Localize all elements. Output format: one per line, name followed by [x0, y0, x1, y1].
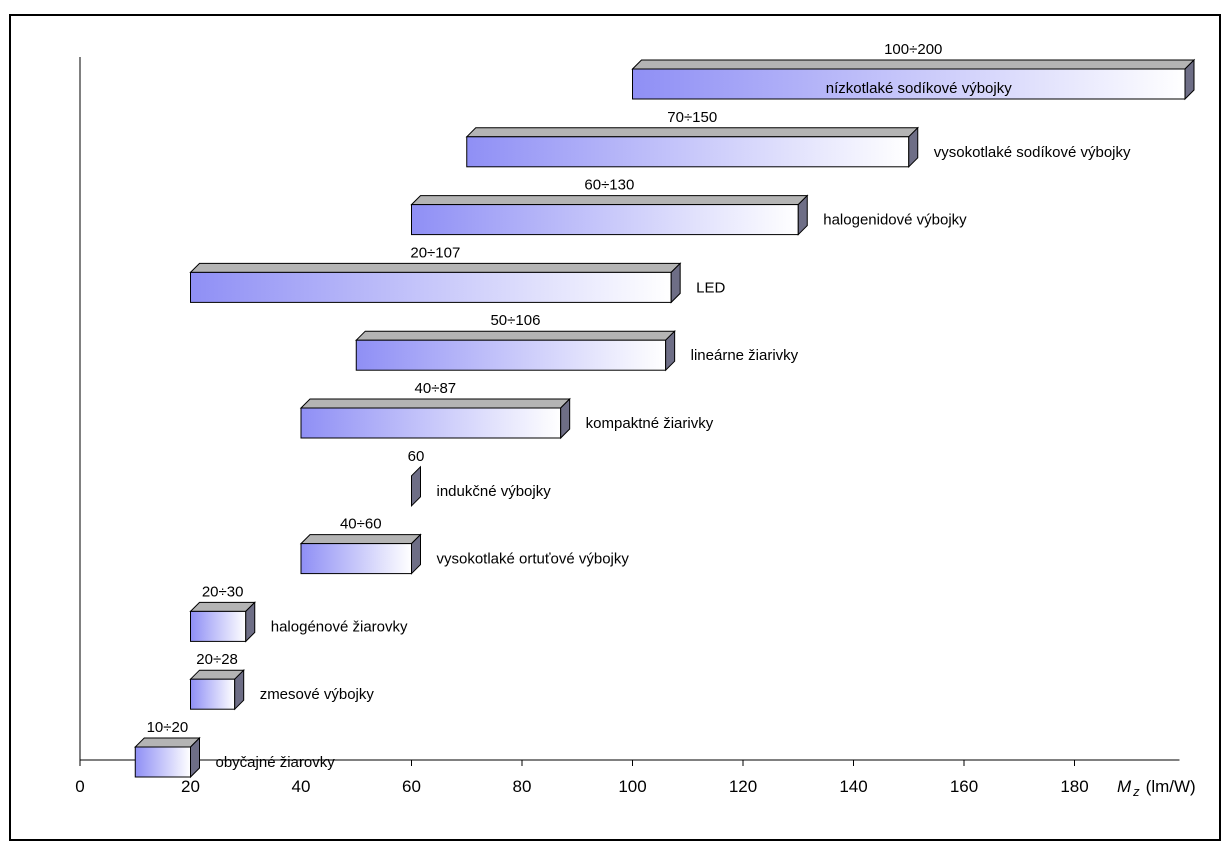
bar-range-label: 100÷200 — [884, 41, 942, 58]
bar-top-face — [631, 59, 1196, 70]
bar-front-face — [190, 610, 247, 642]
bar-front-face — [466, 136, 910, 168]
bar-category-label: halogenidové výbojky — [823, 212, 967, 229]
bar-range-label: 40÷60 — [340, 516, 382, 533]
bar: 50÷106 lineárne žiarivky — [355, 312, 799, 372]
bar: 40÷87 kompaktné žiarivky — [299, 380, 714, 440]
bar-side-face — [1184, 58, 1195, 101]
bar-top-face — [189, 262, 682, 273]
bar-front-face — [355, 339, 667, 371]
bar: 20÷30 halogénové žiarovky — [189, 583, 408, 643]
x-tick-label: 160 — [950, 777, 978, 796]
bar: 100÷200 nízkotlaké sodíkové výbojky — [631, 41, 1196, 101]
bar-side-face — [245, 601, 256, 643]
bar-top-face — [299, 398, 571, 409]
bar: 60 indukčné výbojky — [408, 448, 552, 508]
bar-front-face — [134, 746, 191, 778]
bar-top-face — [355, 330, 676, 341]
bar-side-face — [908, 126, 919, 169]
x-tick-label: 0 — [75, 777, 84, 796]
bar-category-label: zmesové výbojky — [260, 686, 375, 703]
bar-range-label: 60 — [408, 448, 425, 465]
bar-side-face — [670, 262, 681, 304]
bar-top-face — [299, 534, 422, 545]
x-tick-label: 40 — [292, 777, 311, 796]
bar-range-label: 40÷87 — [415, 380, 457, 397]
bar-category-label: indukčné výbojky — [437, 483, 552, 500]
x-tick-label: 60 — [402, 777, 421, 796]
x-tick-label: 20 — [181, 777, 200, 796]
bar: 10÷20 obyčajné žiarovky — [134, 719, 336, 779]
bar-front-face — [632, 68, 1186, 100]
bar-top-face — [134, 737, 201, 748]
bar-side-face — [560, 397, 571, 440]
bar-category-label: lineárne žiarivky — [691, 347, 799, 364]
bar-category-label: LED — [696, 279, 725, 296]
bar-category-label: nízkotlaké sodíkové výbojky — [826, 80, 1012, 97]
x-tick-label: 180 — [1060, 777, 1088, 796]
bar-range-label: 20÷30 — [202, 583, 244, 600]
bar-category-label: kompaktné žiarivky — [586, 415, 714, 432]
x-tick-label: 80 — [513, 777, 532, 796]
bar-range-label: 50÷106 — [490, 312, 540, 329]
bar: 40÷60 vysokotlaké ortuťové výbojky — [299, 516, 630, 575]
bar-range-label: 70÷150 — [667, 109, 717, 126]
bar-side-face — [411, 465, 421, 508]
x-tick-label: 120 — [729, 777, 757, 796]
bar-front-face — [300, 543, 412, 575]
bar-front-face — [190, 678, 236, 710]
bar-side-face — [797, 194, 808, 236]
bar-side-face — [665, 329, 676, 372]
bar-top-face — [410, 195, 809, 206]
bar-range-label: 10÷20 — [147, 719, 189, 736]
bar-category-label: obyčajné žiarovky — [216, 754, 336, 771]
bar-front-face — [300, 407, 562, 439]
bar-side-face — [234, 668, 245, 711]
bar-front-face — [411, 204, 799, 236]
bar: 20÷28 zmesové výbojky — [189, 651, 375, 711]
x-tick-label: 140 — [839, 777, 867, 796]
bar-side-face — [411, 533, 421, 575]
bar-front-face — [190, 271, 672, 303]
bar-side-face — [190, 736, 200, 779]
bar: 70÷150 vysokotlaké sodíkové výbojky — [465, 109, 1131, 169]
bar-top-face — [189, 601, 256, 612]
bar-category-label: vysokotlaké sodíkové výbojky — [934, 144, 1131, 161]
bar-top-face — [465, 127, 919, 138]
bar: 60÷130 halogenidové výbojky — [410, 177, 967, 236]
bar: 20÷107 LED — [189, 244, 726, 304]
bar-range-label: 20÷28 — [196, 651, 238, 668]
x-tick-label: 100 — [618, 777, 646, 796]
bar-category-label: halogénové žiarovky — [271, 618, 408, 635]
bar-category-label: vysokotlaké ortuťové výbojky — [437, 551, 630, 568]
bar-range-label: 20÷107 — [410, 244, 460, 261]
bar-range-label: 60÷130 — [584, 177, 634, 194]
